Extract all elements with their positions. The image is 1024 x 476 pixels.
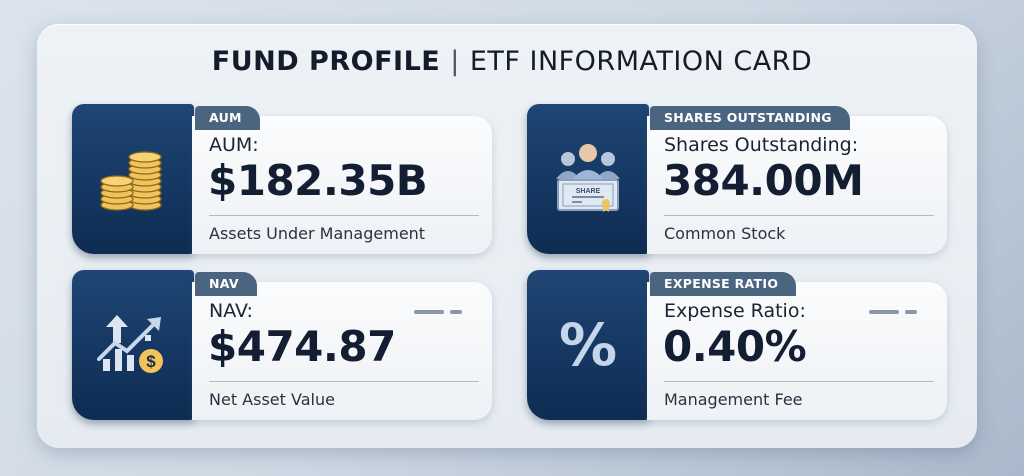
aum-panel <box>192 116 492 254</box>
coin-stack-icon <box>100 151 162 211</box>
aum-card: AUM AUM: $182.35B Assets Under Managemen… <box>72 104 492 259</box>
expense-subtitle: Management Fee <box>664 390 803 409</box>
aum-subtitle: Assets Under Management <box>209 224 426 243</box>
expense-value: 0.40% <box>663 322 807 371</box>
dollar-icon-text: $ <box>146 352 156 371</box>
nav-panel <box>192 282 492 420</box>
shares-panel <box>647 116 947 254</box>
shares-label: Shares Outstanding: <box>664 134 859 156</box>
aum-label: AUM: <box>209 134 259 156</box>
expense-label: Expense Ratio: <box>664 300 806 322</box>
expense-tab: EXPENSE RATIO <box>650 272 797 296</box>
title-bold: FUND PROFILE <box>211 46 441 77</box>
title-light: ETF INFORMATION CARD <box>469 46 813 77</box>
shares-subtitle: Common Stock <box>664 224 786 243</box>
nav-card: $ NAV NAV: $474.87 Net Asset Value <box>72 270 492 425</box>
nav-icon-box: $ <box>72 270 194 420</box>
nav-dash-decoration <box>414 310 462 314</box>
nav-value: $474.87 <box>208 322 396 371</box>
aum-value: $182.35B <box>208 156 428 205</box>
nav-subtitle: Net Asset Value <box>209 390 335 409</box>
nav-tab: NAV <box>195 272 257 296</box>
shares-value: 384.00M <box>663 156 864 205</box>
nav-label: NAV: <box>209 300 253 322</box>
share-icon-text: SHARE <box>576 188 601 195</box>
share-certificate-icon: SHARE <box>556 144 620 212</box>
aum-icon-box <box>72 104 194 254</box>
expense-divider <box>664 381 934 382</box>
aum-tab: AUM <box>195 106 260 130</box>
shares-icon-box: SHARE <box>527 104 649 254</box>
expense-card: % EXPENSE RATIO Expense Ratio: 0.40% Man… <box>527 270 947 425</box>
aum-divider <box>209 215 479 216</box>
percent-icon: % <box>558 311 618 379</box>
expense-icon-box: % <box>527 270 649 420</box>
growth-chart-dollar-icon: $ <box>97 315 163 373</box>
page-title: FUND PROFILE | ETF INFORMATION CARD <box>0 46 1024 77</box>
expense-dash-decoration <box>869 310 917 314</box>
nav-divider <box>209 381 479 382</box>
expense-panel <box>647 282 947 420</box>
shares-divider <box>664 215 934 216</box>
title-separator: | <box>450 46 460 77</box>
shares-card: SHARE SHARES OUTSTANDING Shares Outstand… <box>527 104 947 259</box>
shares-tab: SHARES OUTSTANDING <box>650 106 850 130</box>
